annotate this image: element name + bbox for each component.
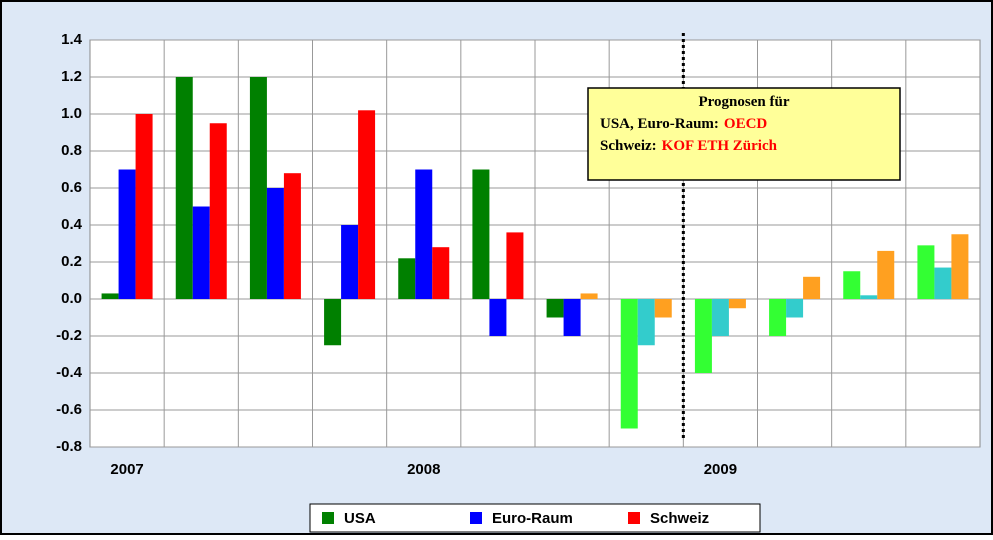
bar [951, 234, 969, 299]
bar [711, 299, 729, 336]
annotation-box [587, 87, 901, 181]
y-tick-label: 1.4 [61, 31, 83, 48]
bar [580, 293, 598, 299]
y-tick-label: 0.0 [61, 290, 82, 307]
y-tick-label: -0.8 [56, 438, 82, 455]
bar [324, 299, 342, 346]
bar [917, 245, 935, 299]
bar [358, 110, 376, 299]
bar [654, 299, 672, 318]
y-tick-label: -0.4 [56, 364, 83, 381]
annotation-line: Schweiz: KOF ETH Zürich [600, 138, 778, 154]
y-tick-label: 1.2 [61, 68, 82, 85]
y-tick-label: 1.0 [61, 105, 82, 122]
bar [283, 173, 301, 299]
bar [266, 188, 284, 299]
bar [341, 225, 359, 299]
annotation-text: USA, Euro-Raum: [600, 116, 719, 132]
bar [843, 271, 861, 299]
bar [489, 299, 507, 336]
bar [620, 299, 638, 429]
x-tick-label: 2008 [407, 461, 440, 478]
bar [860, 295, 878, 299]
y-tick-label: 0.6 [61, 179, 82, 196]
x-tick-label: 2009 [704, 461, 737, 478]
bar [803, 276, 821, 299]
annotation-highlight: KOF ETH Zürich [662, 138, 778, 154]
bar [934, 267, 952, 299]
bar [101, 293, 119, 299]
bar [209, 123, 227, 299]
y-tick-label: 0.8 [61, 142, 82, 159]
bar [694, 299, 712, 373]
annotation-line: Prognosen für [699, 94, 790, 110]
bar [786, 299, 804, 318]
bar [472, 169, 490, 299]
annotation-line: USA, Euro-Raum: OECD [600, 116, 767, 132]
bar [506, 232, 524, 299]
bar [249, 77, 267, 299]
annotation-text: Prognosen für [699, 94, 790, 110]
legend-label: USA [344, 510, 376, 527]
legend-swatch [470, 512, 482, 524]
legend [309, 503, 761, 533]
y-tick-label: 0.4 [61, 216, 83, 233]
legend-label: Euro-Raum [492, 510, 573, 527]
bar [175, 77, 193, 299]
bar [432, 247, 450, 299]
bar [118, 169, 136, 299]
bar [192, 206, 210, 299]
bar [769, 299, 787, 336]
y-tick-label: 0.2 [61, 253, 82, 270]
annotation-text: Schweiz: [600, 138, 657, 154]
bar [398, 258, 416, 299]
annotation-highlight: OECD [724, 116, 768, 132]
bar [637, 299, 655, 346]
x-tick-label: 2007 [110, 461, 143, 478]
bar [877, 250, 895, 299]
legend-swatch [322, 512, 334, 524]
bar [135, 114, 153, 299]
bar [563, 299, 581, 336]
y-tick-label: -0.6 [56, 401, 82, 418]
y-tick-label: -0.2 [56, 327, 82, 344]
legend-label: Schweiz [650, 510, 709, 527]
bar [546, 299, 564, 318]
bar [415, 169, 433, 299]
legend-swatch [628, 512, 640, 524]
bar [728, 299, 746, 309]
